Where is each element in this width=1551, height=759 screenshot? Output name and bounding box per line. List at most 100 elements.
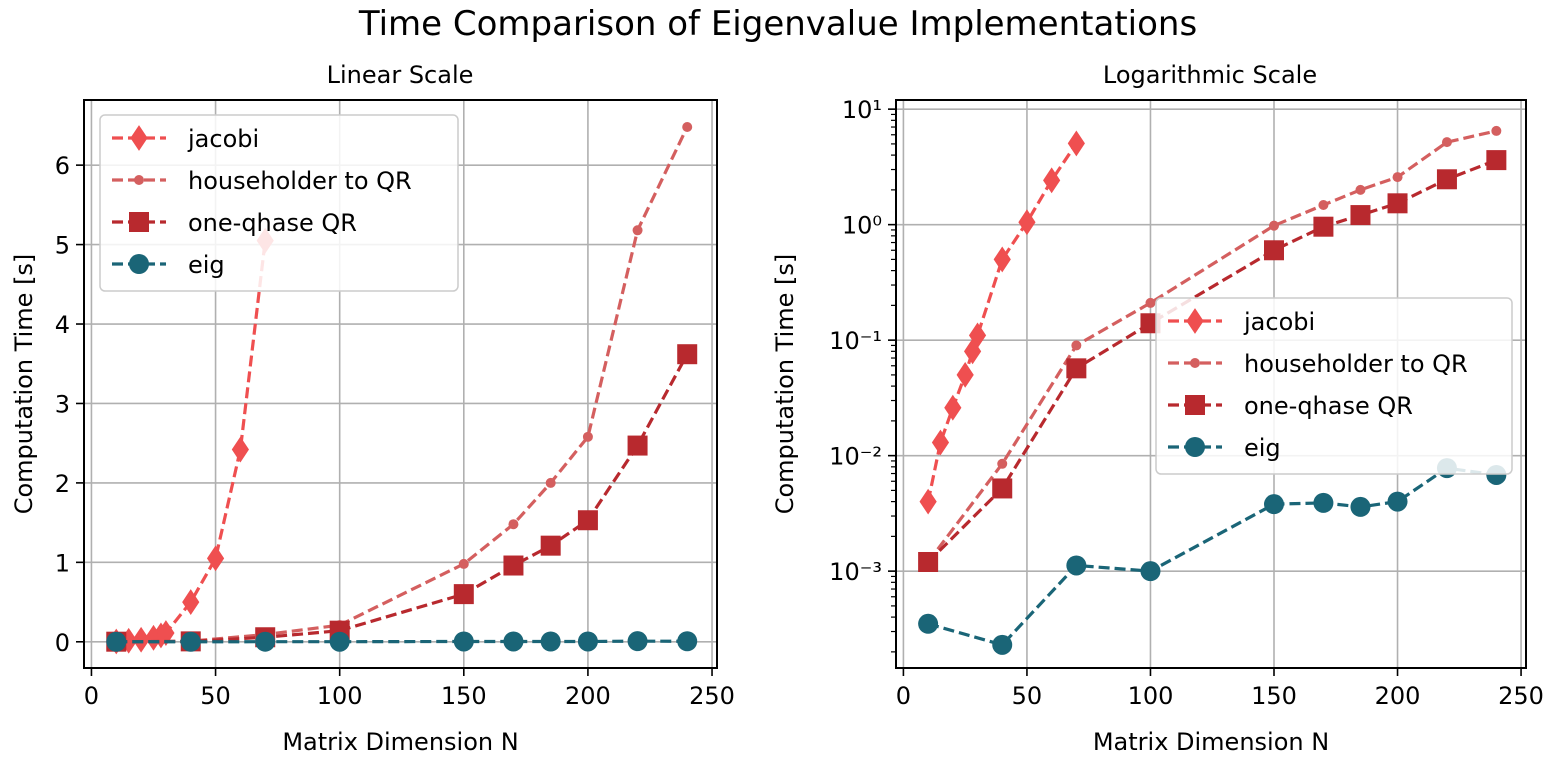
legend-label: one-qhase QR [188,209,357,237]
series-line [926,158,1497,564]
data-point [458,558,469,569]
y-tick-label: 2 [55,470,70,498]
legend-label: jacobi [1243,308,1315,336]
figure-title: Time Comparison of Eigenvalue Implementa… [358,4,1197,44]
data-point [1043,167,1061,194]
series-one-qhase-QR [918,150,1507,572]
legend-item: eig [1168,434,1281,462]
plots-layer: 0 50 100 150 200 250 0 1 2 3 4 5 6 Linear Scale Matrix… [10,61,1544,756]
series-line [116,126,689,644]
series-jacobi [919,130,1085,515]
data-point [677,344,698,365]
data-point [1067,130,1085,157]
legend-item: one-qhase QR [1168,392,1413,420]
panel-1: 0 50 100 150 200 250 0 1 2 3 4 5 6 Linear Scale Matrix… [10,61,735,756]
y-tick-label: 5 [55,232,70,260]
series-line [926,142,1078,502]
y-tick-label: 4 [55,311,70,339]
legend-label: jacobi [187,125,259,153]
x-tick-label: 50 [1012,682,1043,710]
data-point [545,477,556,488]
data-point [1313,216,1334,237]
axes-frame [895,99,1527,669]
data-point [577,510,598,531]
series-householder-to-QR [923,125,1502,567]
legend-box [1155,297,1513,475]
series-line [927,466,1497,647]
y-tick-label: 0 [55,629,70,657]
data-point [1486,150,1507,171]
data-point [1145,297,1156,308]
data-point [677,631,698,652]
data-point [180,631,201,652]
data-point [1441,137,1452,148]
data-point [918,613,939,634]
data-point [918,551,939,572]
y-tick-label: 3 [55,390,70,418]
legend-marker [129,254,149,274]
data-point [1140,561,1161,582]
data-point [1436,169,1457,190]
data-point [1018,209,1036,236]
data-point [503,631,524,652]
data-point [1350,205,1371,226]
panel-2: 0 50 100 150 200 250 10⁻³ 10⁻² 10⁻¹ 10⁰ 10¹ Logarit… [771,61,1544,756]
y-axis-label: Computation Time [s] [771,254,799,515]
data-point [997,458,1008,469]
legend-item: jacobi [112,125,259,153]
legend-marker [1185,437,1205,457]
data-point [919,488,937,515]
data-point [540,631,561,652]
x-tick-label: 50 [200,682,231,710]
x-tick-label: 150 [441,682,487,710]
data-point [944,394,962,421]
data-point [1264,240,1284,261]
data-point [582,431,593,442]
data-point [968,322,987,349]
x-tick-label: 250 [689,682,735,710]
data-point [508,519,519,530]
legend-label: one-qhase QR [1244,392,1413,420]
data-point [1269,220,1279,231]
data-point [453,584,474,605]
data-point [1387,193,1408,214]
legend-marker [1190,358,1200,368]
panel-title: Linear Scale [327,61,474,89]
x-tick-label: 200 [1375,682,1421,710]
legend-label: householder to QR [188,167,412,195]
series-line [116,639,688,644]
axes-frame [83,99,718,669]
legend-item: one-qhase QR [112,209,357,237]
x-tick-label: 200 [565,682,611,710]
data-point [627,631,648,652]
legend-marker [130,125,148,151]
series-eig [106,631,698,652]
data-point [1387,491,1408,512]
legend-item: eig [112,251,225,279]
data-point [931,429,950,456]
legend-marker [134,175,144,185]
x-tick-label: 0 [84,682,99,710]
y-axis-label: Computation Time [s] [10,254,38,515]
data-point [682,122,693,133]
data-point [632,225,643,236]
data-point [993,246,1011,273]
data-point [1264,494,1284,515]
data-point [206,545,225,572]
y-tick-label: 10⁻³ [829,558,882,586]
legend-label: eig [188,251,225,279]
y-tick-label: 6 [55,152,70,180]
data-point [182,589,200,615]
data-point [956,362,974,388]
y-tick-label: 10⁻² [829,443,882,471]
data-point [157,620,175,646]
panel-title: Logarithmic Scale [1103,61,1317,89]
legend: jacobi householder to QR one-qhase QR eig [99,114,459,292]
legend: jacobi householder to QR one-qhase QR eig [1155,297,1513,475]
data-point [1392,172,1403,183]
y-tick-label: 10⁰ [842,212,882,240]
data-point [1350,496,1371,517]
data-point [1491,125,1502,136]
x-tick-label: 100 [317,682,363,710]
